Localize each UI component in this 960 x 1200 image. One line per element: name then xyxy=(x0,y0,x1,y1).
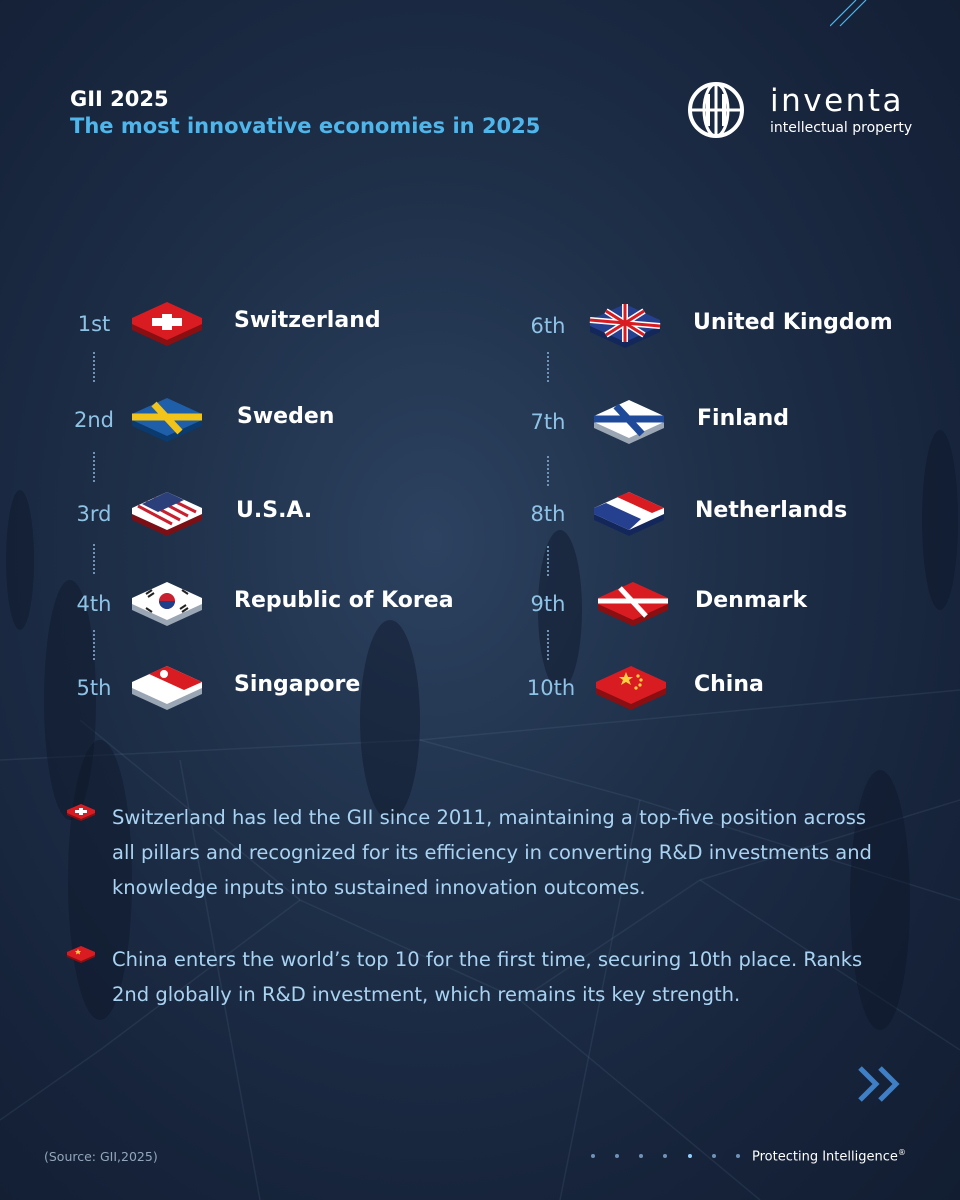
country-name: Republic of Korea xyxy=(234,588,454,613)
rank-number: 8th xyxy=(530,502,566,526)
china-flag-icon xyxy=(67,946,95,963)
rank-item-7: 7th Finland xyxy=(522,394,922,454)
double-chevron-right-icon[interactable] xyxy=(854,1064,906,1104)
finland-flag-icon xyxy=(594,400,664,444)
pager-dot[interactable] xyxy=(639,1154,643,1158)
globe-logo-icon xyxy=(688,82,744,138)
tagline: Protecting Intelligence® xyxy=(752,1148,906,1164)
rank-number: 1st xyxy=(77,312,111,336)
header-kicker: GII 2025 xyxy=(70,87,169,111)
rank-number: 5th xyxy=(76,676,112,700)
source-note: (Source: GII,2025) xyxy=(44,1149,158,1164)
denmark-flag-icon xyxy=(598,582,668,626)
page-indicator[interactable] xyxy=(591,1154,740,1164)
rank-item-4: 4th Republic of Korea xyxy=(68,576,468,636)
netherlands-flag-icon xyxy=(594,492,664,536)
rank-number: 6th xyxy=(530,314,566,338)
country-name: United Kingdom xyxy=(693,310,893,335)
switzerland-flag-icon xyxy=(132,302,202,346)
note-china: China enters the world’s top 10 for the … xyxy=(66,942,886,1014)
rank-item-6: 6th United Kingdom xyxy=(522,298,922,358)
country-name: China xyxy=(694,672,764,697)
rank-connector xyxy=(93,452,97,482)
inventa-logo[interactable]: inventa intellectual property xyxy=(686,80,916,142)
rank-item-3: 3rd U.S.A. xyxy=(68,486,468,546)
rank-number: 10th xyxy=(526,676,576,700)
pager-dot[interactable] xyxy=(736,1154,740,1158)
rank-number: 7th xyxy=(530,410,566,434)
rank-number: 3rd xyxy=(76,502,112,526)
country-name: Denmark xyxy=(695,588,808,613)
switzerland-flag-icon xyxy=(67,804,95,821)
tagline-text: Protecting Intelligence xyxy=(752,1149,898,1165)
page-title: The most innovative economies in 2025 xyxy=(70,114,541,138)
registered-mark: ® xyxy=(897,1148,906,1157)
country-name: Sweden xyxy=(237,404,335,429)
sweden-flag-icon xyxy=(132,398,202,442)
pager-dot[interactable] xyxy=(615,1154,619,1158)
korea-flag-icon xyxy=(132,582,202,626)
usa-flag-icon xyxy=(132,492,202,536)
rank-item-10: 10th China xyxy=(522,660,922,720)
rank-connector xyxy=(547,546,551,576)
rank-number: 2nd xyxy=(73,408,114,432)
country-name: Switzerland xyxy=(234,308,381,333)
note-switzerland: Switzerland has led the GII since 2011, … xyxy=(66,800,886,910)
pager-dot[interactable] xyxy=(663,1154,667,1158)
country-name: Netherlands xyxy=(695,498,848,523)
pager-dot[interactable] xyxy=(591,1154,595,1158)
country-name: Finland xyxy=(697,406,790,431)
rank-number: 4th xyxy=(76,592,112,616)
pager-dot-active[interactable] xyxy=(688,1154,692,1158)
rank-connector xyxy=(547,630,551,660)
rank-connector xyxy=(547,456,551,486)
rank-item-2: 2nd Sweden xyxy=(68,392,468,452)
rank-connector xyxy=(93,352,97,382)
rank-connector xyxy=(93,544,97,574)
note-text: China enters the world’s top 10 for the … xyxy=(112,948,863,1006)
country-name: Singapore xyxy=(234,672,361,697)
pager-dot[interactable] xyxy=(712,1154,716,1158)
rank-item-5: 5th Singapore xyxy=(68,660,468,720)
rank-connector xyxy=(547,352,551,382)
country-name: U.S.A. xyxy=(236,498,313,523)
decorative-lines xyxy=(830,0,867,27)
rank-item-8: 8th Netherlands xyxy=(522,486,922,546)
rank-item-1: 1st Switzerland xyxy=(68,296,468,356)
rank-number: 9th xyxy=(530,592,566,616)
rank-item-9: 9th Denmark xyxy=(522,576,922,636)
rank-connector xyxy=(93,630,97,660)
logo-wordmark: inventa xyxy=(770,83,904,119)
note-text: Switzerland has led the GII since 2011, … xyxy=(112,806,872,899)
uk-flag-icon xyxy=(589,304,661,348)
china-flag-icon xyxy=(596,666,666,710)
singapore-flag-icon xyxy=(132,666,202,710)
logo-subtitle: intellectual property xyxy=(770,120,913,136)
